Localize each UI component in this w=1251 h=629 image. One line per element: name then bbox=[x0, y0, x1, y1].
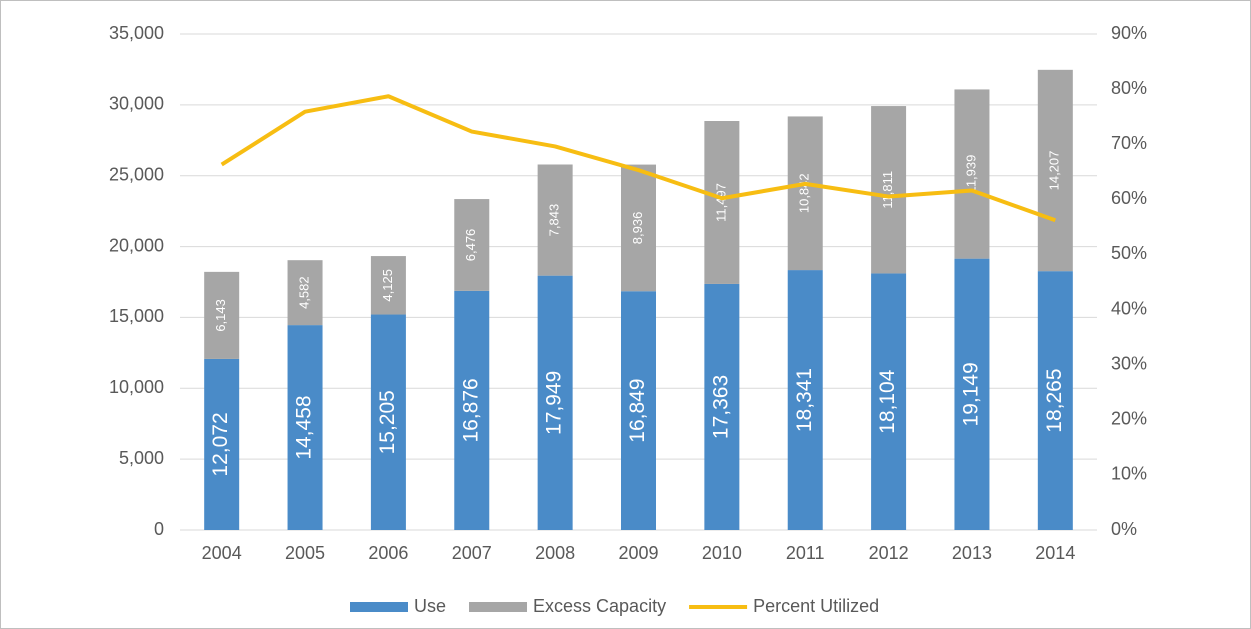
bar-segment bbox=[204, 358, 240, 530]
data-label: 18,104 bbox=[876, 369, 899, 434]
y-tick-label: 25,000 bbox=[109, 164, 164, 184]
x-tick-label: 2014 bbox=[1035, 543, 1075, 563]
bar-segment bbox=[871, 106, 907, 274]
y2-tick-label: 90% bbox=[1111, 23, 1147, 43]
data-label: 14,207 bbox=[1047, 151, 1062, 191]
bar-segment bbox=[287, 325, 323, 530]
data-label: 12,072 bbox=[209, 412, 232, 476]
bar-segment bbox=[621, 164, 656, 292]
data-label: 6,476 bbox=[463, 229, 478, 262]
data-label: 16,876 bbox=[459, 378, 482, 442]
y2-tick-label: 50% bbox=[1111, 243, 1147, 263]
data-label: 7,843 bbox=[547, 204, 562, 237]
bar-segment bbox=[1037, 271, 1073, 530]
x-tick-label: 2008 bbox=[535, 543, 575, 563]
bar-segment bbox=[787, 116, 823, 271]
data-label: 17,949 bbox=[543, 371, 566, 435]
legend-swatch bbox=[350, 602, 408, 612]
y-tick-label: 15,000 bbox=[109, 306, 164, 326]
legend-label: Use bbox=[414, 596, 446, 616]
bar-segment bbox=[621, 291, 656, 530]
legend-swatch bbox=[469, 602, 528, 612]
bar-segment bbox=[871, 273, 907, 530]
bar-segment bbox=[954, 258, 990, 530]
data-label: 18,341 bbox=[793, 368, 816, 432]
data-label: 4,582 bbox=[296, 276, 311, 309]
bar-segment bbox=[454, 199, 490, 291]
line-series bbox=[220, 94, 1056, 223]
data-label: 11,811 bbox=[880, 171, 895, 209]
y2-tick-label: 80% bbox=[1111, 78, 1147, 98]
bar-segment bbox=[954, 89, 990, 259]
x-tick-label: 2007 bbox=[452, 543, 492, 563]
data-label: 15,205 bbox=[376, 390, 399, 454]
y2-tick-label: 40% bbox=[1111, 298, 1147, 318]
data-label: 10,842 bbox=[797, 173, 812, 213]
bar-segment bbox=[704, 121, 740, 284]
x-tick-label: 2005 bbox=[285, 543, 325, 563]
y-tick-label: 20,000 bbox=[109, 235, 164, 255]
legend-label: Percent Utilized bbox=[753, 596, 879, 616]
data-label: 18,265 bbox=[1043, 368, 1066, 432]
bar-segment bbox=[454, 290, 490, 530]
y2-tick-label: 30% bbox=[1111, 353, 1147, 373]
x-tick-label: 2009 bbox=[618, 543, 658, 563]
y-tick-label: 5,000 bbox=[119, 448, 164, 468]
x-tick-label: 2012 bbox=[869, 543, 909, 563]
x-tick-label: 2010 bbox=[702, 543, 742, 563]
bar-segment bbox=[204, 271, 240, 359]
bar-segment bbox=[370, 256, 406, 315]
bar-segment bbox=[787, 270, 823, 530]
y-tick-label: 30,000 bbox=[109, 94, 164, 114]
x-tick-label: 2004 bbox=[202, 543, 242, 563]
data-label: 4,125 bbox=[380, 269, 395, 302]
y2-tick-label: 70% bbox=[1111, 133, 1147, 153]
y-tick-label: 10,000 bbox=[109, 377, 164, 397]
data-label: 14,458 bbox=[293, 395, 316, 459]
bar-segment bbox=[1037, 69, 1073, 272]
y2-tick-label: 60% bbox=[1111, 188, 1147, 208]
data-label: 8,936 bbox=[630, 212, 645, 245]
y2-tick-label: 10% bbox=[1111, 464, 1147, 484]
data-label: 16,849 bbox=[626, 378, 649, 442]
bar-segment bbox=[537, 164, 573, 276]
bar-segment bbox=[287, 260, 323, 326]
y2-tick-label: 20% bbox=[1111, 409, 1147, 429]
bar-segment bbox=[704, 283, 740, 530]
bar-segment bbox=[370, 314, 406, 530]
x-tick-label: 2011 bbox=[786, 543, 825, 563]
y-tick-label: 35,000 bbox=[109, 23, 164, 43]
data-label: 17,363 bbox=[709, 375, 732, 439]
data-label: 11,497 bbox=[713, 183, 728, 222]
data-label: 11,939 bbox=[963, 155, 978, 194]
y2-tick-label: 0% bbox=[1111, 519, 1137, 539]
bar-segment bbox=[537, 275, 573, 530]
y-tick-label: 0 bbox=[154, 519, 164, 539]
legend-label: Excess Capacity bbox=[533, 596, 666, 616]
data-label: 6,143 bbox=[213, 299, 228, 332]
data-label: 19,149 bbox=[960, 362, 983, 426]
x-tick-label: 2013 bbox=[952, 543, 992, 563]
x-tick-label: 2006 bbox=[368, 543, 408, 563]
